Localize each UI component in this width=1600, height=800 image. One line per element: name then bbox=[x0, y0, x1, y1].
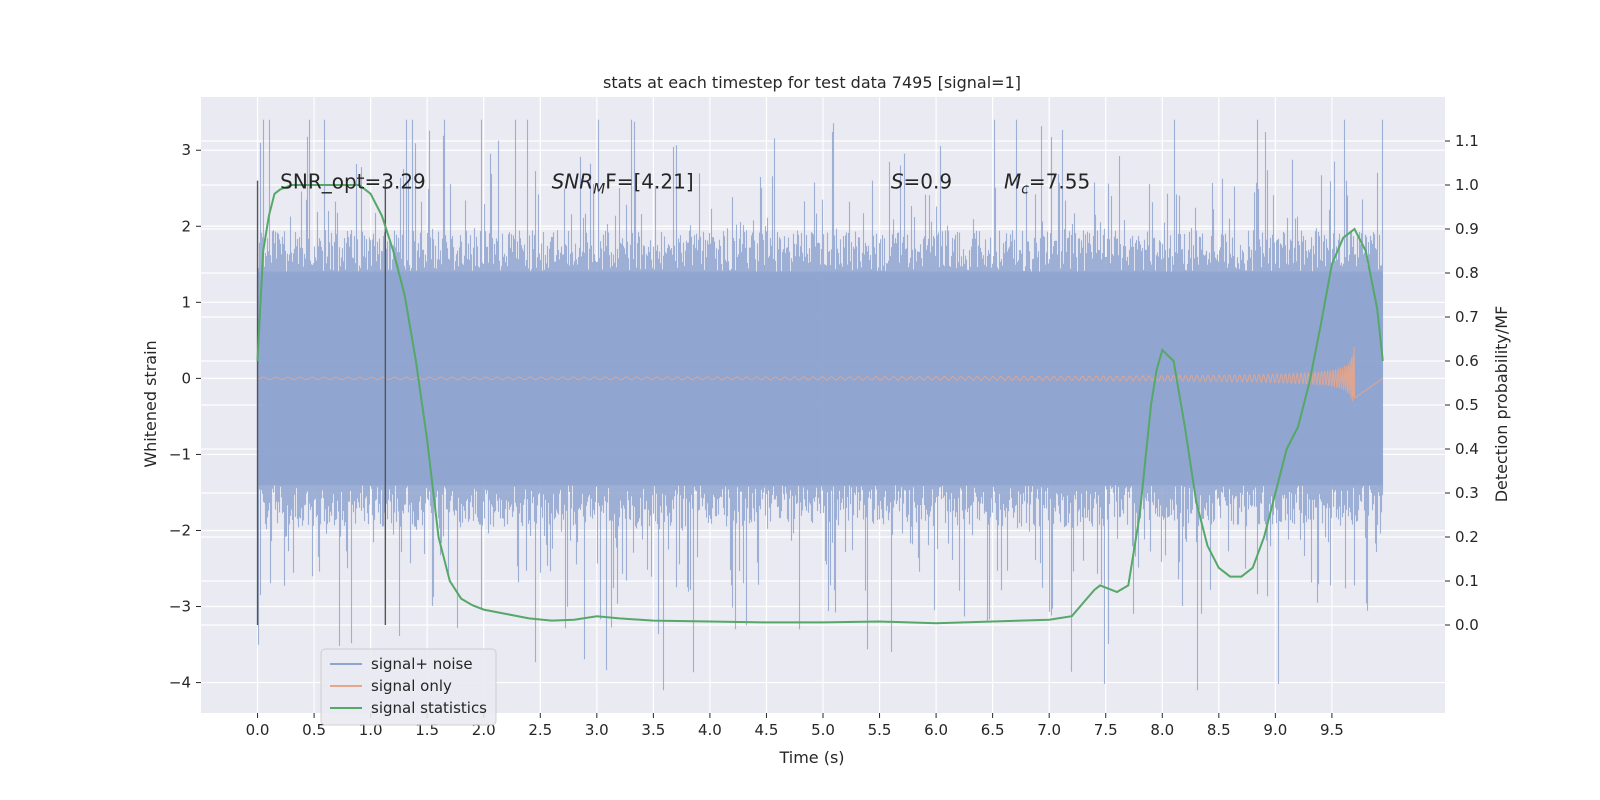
series-signal-only bbox=[257, 346, 1384, 402]
x-tick-label: 2.5 bbox=[528, 721, 552, 739]
y2-tick-label: 0.8 bbox=[1455, 264, 1479, 282]
x-tick-label: 5.0 bbox=[811, 721, 835, 739]
y-tick-label: 0 bbox=[181, 369, 191, 387]
y-tick-label: −2 bbox=[169, 521, 191, 539]
y-tick-label: −1 bbox=[169, 445, 191, 463]
y2-tick-label: 1.0 bbox=[1455, 176, 1479, 194]
x-tick-label: 6.0 bbox=[924, 721, 948, 739]
y2-tick-label: 0.0 bbox=[1455, 616, 1479, 634]
x-tick-label: 3.5 bbox=[641, 721, 665, 739]
y2-tick-label: 0.3 bbox=[1455, 484, 1479, 502]
y2-tick-label: 0.5 bbox=[1455, 396, 1479, 414]
y2-axis-ticks: 1.1 1.0 0.9 0.8 0.7 0.6 0.5 0.4 0.3 0.2 0.1 0.0 bbox=[1445, 132, 1479, 634]
x-axis-label: Time (s) bbox=[778, 748, 844, 767]
y-axis-label: Whitened strain bbox=[141, 340, 160, 467]
x-tick-label: 8.5 bbox=[1207, 721, 1231, 739]
y-tick-label: 2 bbox=[181, 217, 191, 235]
annotation-text: S=0.9 bbox=[891, 170, 952, 194]
y-axis-ticks: 3 2 1 0 −1 −2 −3 −4 bbox=[169, 141, 201, 692]
y-tick-label: −4 bbox=[169, 674, 191, 692]
x-tick-label: 3.0 bbox=[585, 721, 609, 739]
y2-tick-label: 0.6 bbox=[1455, 352, 1479, 370]
legend-box bbox=[320, 648, 497, 726]
x-tick-label: 0.0 bbox=[246, 721, 270, 739]
annotations: SNR_opt=3.29 SNRMF=[4.21] S=0.9 Mc=7.55 bbox=[280, 170, 1090, 198]
legend-entry-stats: signal statistics bbox=[371, 699, 487, 717]
legend-entry-noise: signal+ noise bbox=[371, 655, 473, 673]
annotation-text: SNRMF=[4.21] bbox=[552, 170, 694, 198]
y2-tick-label: 0.9 bbox=[1455, 220, 1479, 238]
x-tick-label: 4.0 bbox=[698, 721, 722, 739]
signal-trace bbox=[257, 346, 1384, 402]
legend-entry-signal: signal only bbox=[371, 677, 452, 695]
x-tick-label: 5.5 bbox=[868, 721, 892, 739]
x-tick-label: 7.0 bbox=[1037, 721, 1061, 739]
annotation-text: SNR_opt=3.29 bbox=[280, 170, 426, 194]
x-tick-label: 0.5 bbox=[302, 721, 326, 739]
y2-tick-label: 1.1 bbox=[1455, 132, 1479, 150]
x-tick-label: 4.5 bbox=[755, 721, 779, 739]
y-tick-label: −3 bbox=[169, 598, 191, 616]
x-tick-label: 7.5 bbox=[1094, 721, 1118, 739]
y2-tick-label: 0.7 bbox=[1455, 308, 1479, 326]
y2-tick-label: 0.4 bbox=[1455, 440, 1479, 458]
chart-title: stats at each timestep for test data 749… bbox=[603, 73, 1021, 92]
y2-tick-label: 0.1 bbox=[1455, 572, 1479, 590]
annotation-text: Mc=7.55 bbox=[1004, 170, 1090, 198]
y2-tick-label: 0.2 bbox=[1455, 528, 1479, 546]
x-tick-label: 9.5 bbox=[1320, 721, 1344, 739]
y-tick-label: 3 bbox=[181, 141, 191, 159]
legend: signal+ noise signal only signal statist… bbox=[320, 648, 497, 726]
series-signal-statistics bbox=[256, 184, 1384, 625]
vertical-markers bbox=[256, 180, 387, 625]
y2-axis-label: Detection probability/MF bbox=[1492, 306, 1511, 503]
x-tick-label: 8.0 bbox=[1150, 721, 1174, 739]
y-tick-label: 1 bbox=[181, 293, 191, 311]
x-tick-label: 9.0 bbox=[1263, 721, 1287, 739]
x-tick-label: 6.5 bbox=[981, 721, 1005, 739]
statistics-line bbox=[256, 184, 1384, 625]
